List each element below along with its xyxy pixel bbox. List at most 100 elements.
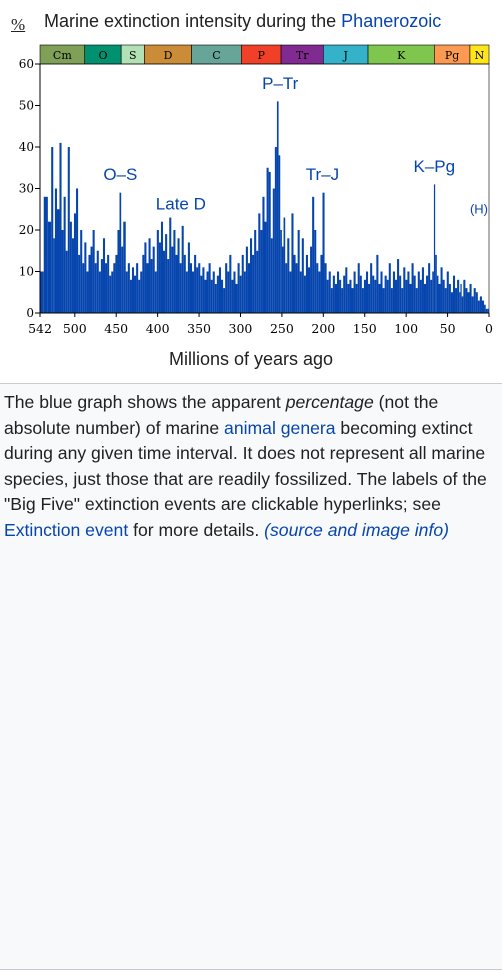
extinction-bar — [148, 238, 151, 313]
period-label: Tr — [296, 49, 309, 62]
extinction-bar — [254, 230, 257, 313]
extinction-bar — [448, 283, 451, 313]
extinction-bar — [382, 288, 385, 313]
extinction-bar — [485, 308, 488, 313]
extinction-bar — [86, 271, 89, 313]
caption-part-2: (not the absolute number) of marine — [4, 392, 439, 438]
extinction-bar — [457, 279, 460, 313]
extinction-bar — [365, 271, 369, 313]
event-label[interactable]: (H) — [470, 201, 488, 216]
extinction-bar — [152, 246, 155, 313]
extinction-bar — [140, 271, 143, 313]
x-tick-label: 400 — [146, 321, 170, 336]
extinction-bar — [417, 271, 420, 313]
extinction-bar — [274, 147, 277, 313]
extinction-bar — [98, 271, 101, 313]
extinction-bar — [303, 275, 306, 313]
extinction-bar — [276, 101, 279, 313]
y-tick-label: 50 — [19, 99, 34, 113]
extinction-bar — [258, 213, 261, 313]
extinction-bar — [144, 242, 147, 313]
y-axis-unit-label: % — [11, 15, 26, 34]
extinction-bar — [80, 230, 83, 313]
event-labels: O–S Late D P–Tr Tr–J K–Pg (H) — [103, 74, 488, 216]
extinction-bar — [444, 288, 447, 313]
extinction-bar — [363, 279, 366, 313]
extinction-event-link[interactable]: Extinction event — [4, 519, 129, 540]
extinction-bar — [214, 283, 217, 313]
extinction-bar — [171, 246, 174, 313]
y-tick-label: 60 — [19, 57, 34, 71]
extinction-bar — [181, 225, 184, 313]
event-label[interactable]: K–Pg — [414, 157, 456, 176]
extinction-bar — [204, 279, 207, 313]
extinction-bar — [403, 267, 406, 313]
extinction-bar — [433, 184, 436, 313]
extinction-bar — [484, 304, 486, 313]
extinction-bar — [63, 196, 66, 313]
chart-title: Marine extinction intensity during the P… — [44, 11, 441, 32]
extinction-bar — [339, 279, 342, 313]
source-info-link[interactable]: (source and image info) — [264, 519, 449, 540]
extinction-bar — [117, 230, 120, 313]
extinction-bar — [94, 263, 97, 313]
event-label[interactable]: Tr–J — [306, 165, 339, 184]
extinction-bar — [310, 246, 313, 313]
extinction-bar — [280, 230, 282, 313]
extinction-bar — [392, 271, 395, 313]
extinction-bar — [109, 275, 112, 313]
phanerozoic-link[interactable]: Phanerozoic — [341, 11, 442, 31]
extinction-bar — [198, 263, 201, 313]
extinction-bar — [169, 217, 172, 313]
extinction-bar — [374, 279, 377, 313]
extinction-bar — [235, 283, 238, 313]
extinction-bar — [314, 230, 317, 313]
caption-part-1: The blue graph shows the apparent — [4, 392, 286, 412]
extinction-bar — [440, 267, 443, 313]
event-label[interactable]: P–Tr — [262, 74, 299, 93]
extinction-bar — [134, 275, 137, 313]
extinction-bar — [88, 254, 91, 313]
extinction-bar — [399, 275, 402, 313]
extinction-bar — [450, 292, 453, 313]
extinction-bar — [411, 263, 414, 313]
x-tick-label: 542 — [28, 321, 52, 336]
extinction-bar — [435, 254, 437, 313]
extinction-bar — [336, 271, 340, 313]
extinction-bar — [334, 283, 337, 313]
extinction-bar — [326, 279, 329, 313]
extinction-bar — [225, 263, 228, 313]
extinction-bar — [428, 263, 431, 313]
caption-part-4: for more details. — [128, 519, 265, 540]
extinction-bar — [239, 275, 242, 313]
extinction-bar — [376, 254, 379, 313]
y-tick-label: 30 — [19, 182, 34, 196]
extinction-bar — [229, 254, 232, 313]
extinction-bar — [467, 292, 470, 313]
extinction-bar — [69, 221, 72, 313]
caption-emphasis: percentage — [285, 392, 374, 412]
extinction-bar — [256, 250, 259, 313]
extinction-bar — [175, 254, 178, 313]
extinction-bar — [307, 267, 311, 313]
extinction-bar — [291, 213, 294, 313]
animal-genera-link[interactable]: animal genera — [224, 417, 336, 438]
extinction-bar — [297, 230, 300, 313]
extinction-bar — [430, 279, 433, 313]
extinction-bar — [40, 271, 44, 313]
x-tick-label: 450 — [104, 321, 128, 336]
extinction-bar — [438, 283, 441, 313]
extinction-bar — [252, 254, 255, 313]
extinction-bar — [123, 221, 126, 313]
event-label[interactable]: O–S — [103, 165, 137, 184]
extinction-bar — [328, 271, 331, 313]
extinction-bar — [479, 296, 482, 313]
extinction-bar — [320, 254, 323, 313]
event-label[interactable]: Late D — [156, 194, 206, 213]
extinction-bar — [92, 230, 95, 313]
extinction-bar — [322, 192, 325, 313]
extinction-bar — [247, 263, 251, 313]
extinction-bar — [432, 271, 434, 313]
caption-divider — [0, 383, 502, 384]
extinction-bar — [121, 246, 124, 313]
